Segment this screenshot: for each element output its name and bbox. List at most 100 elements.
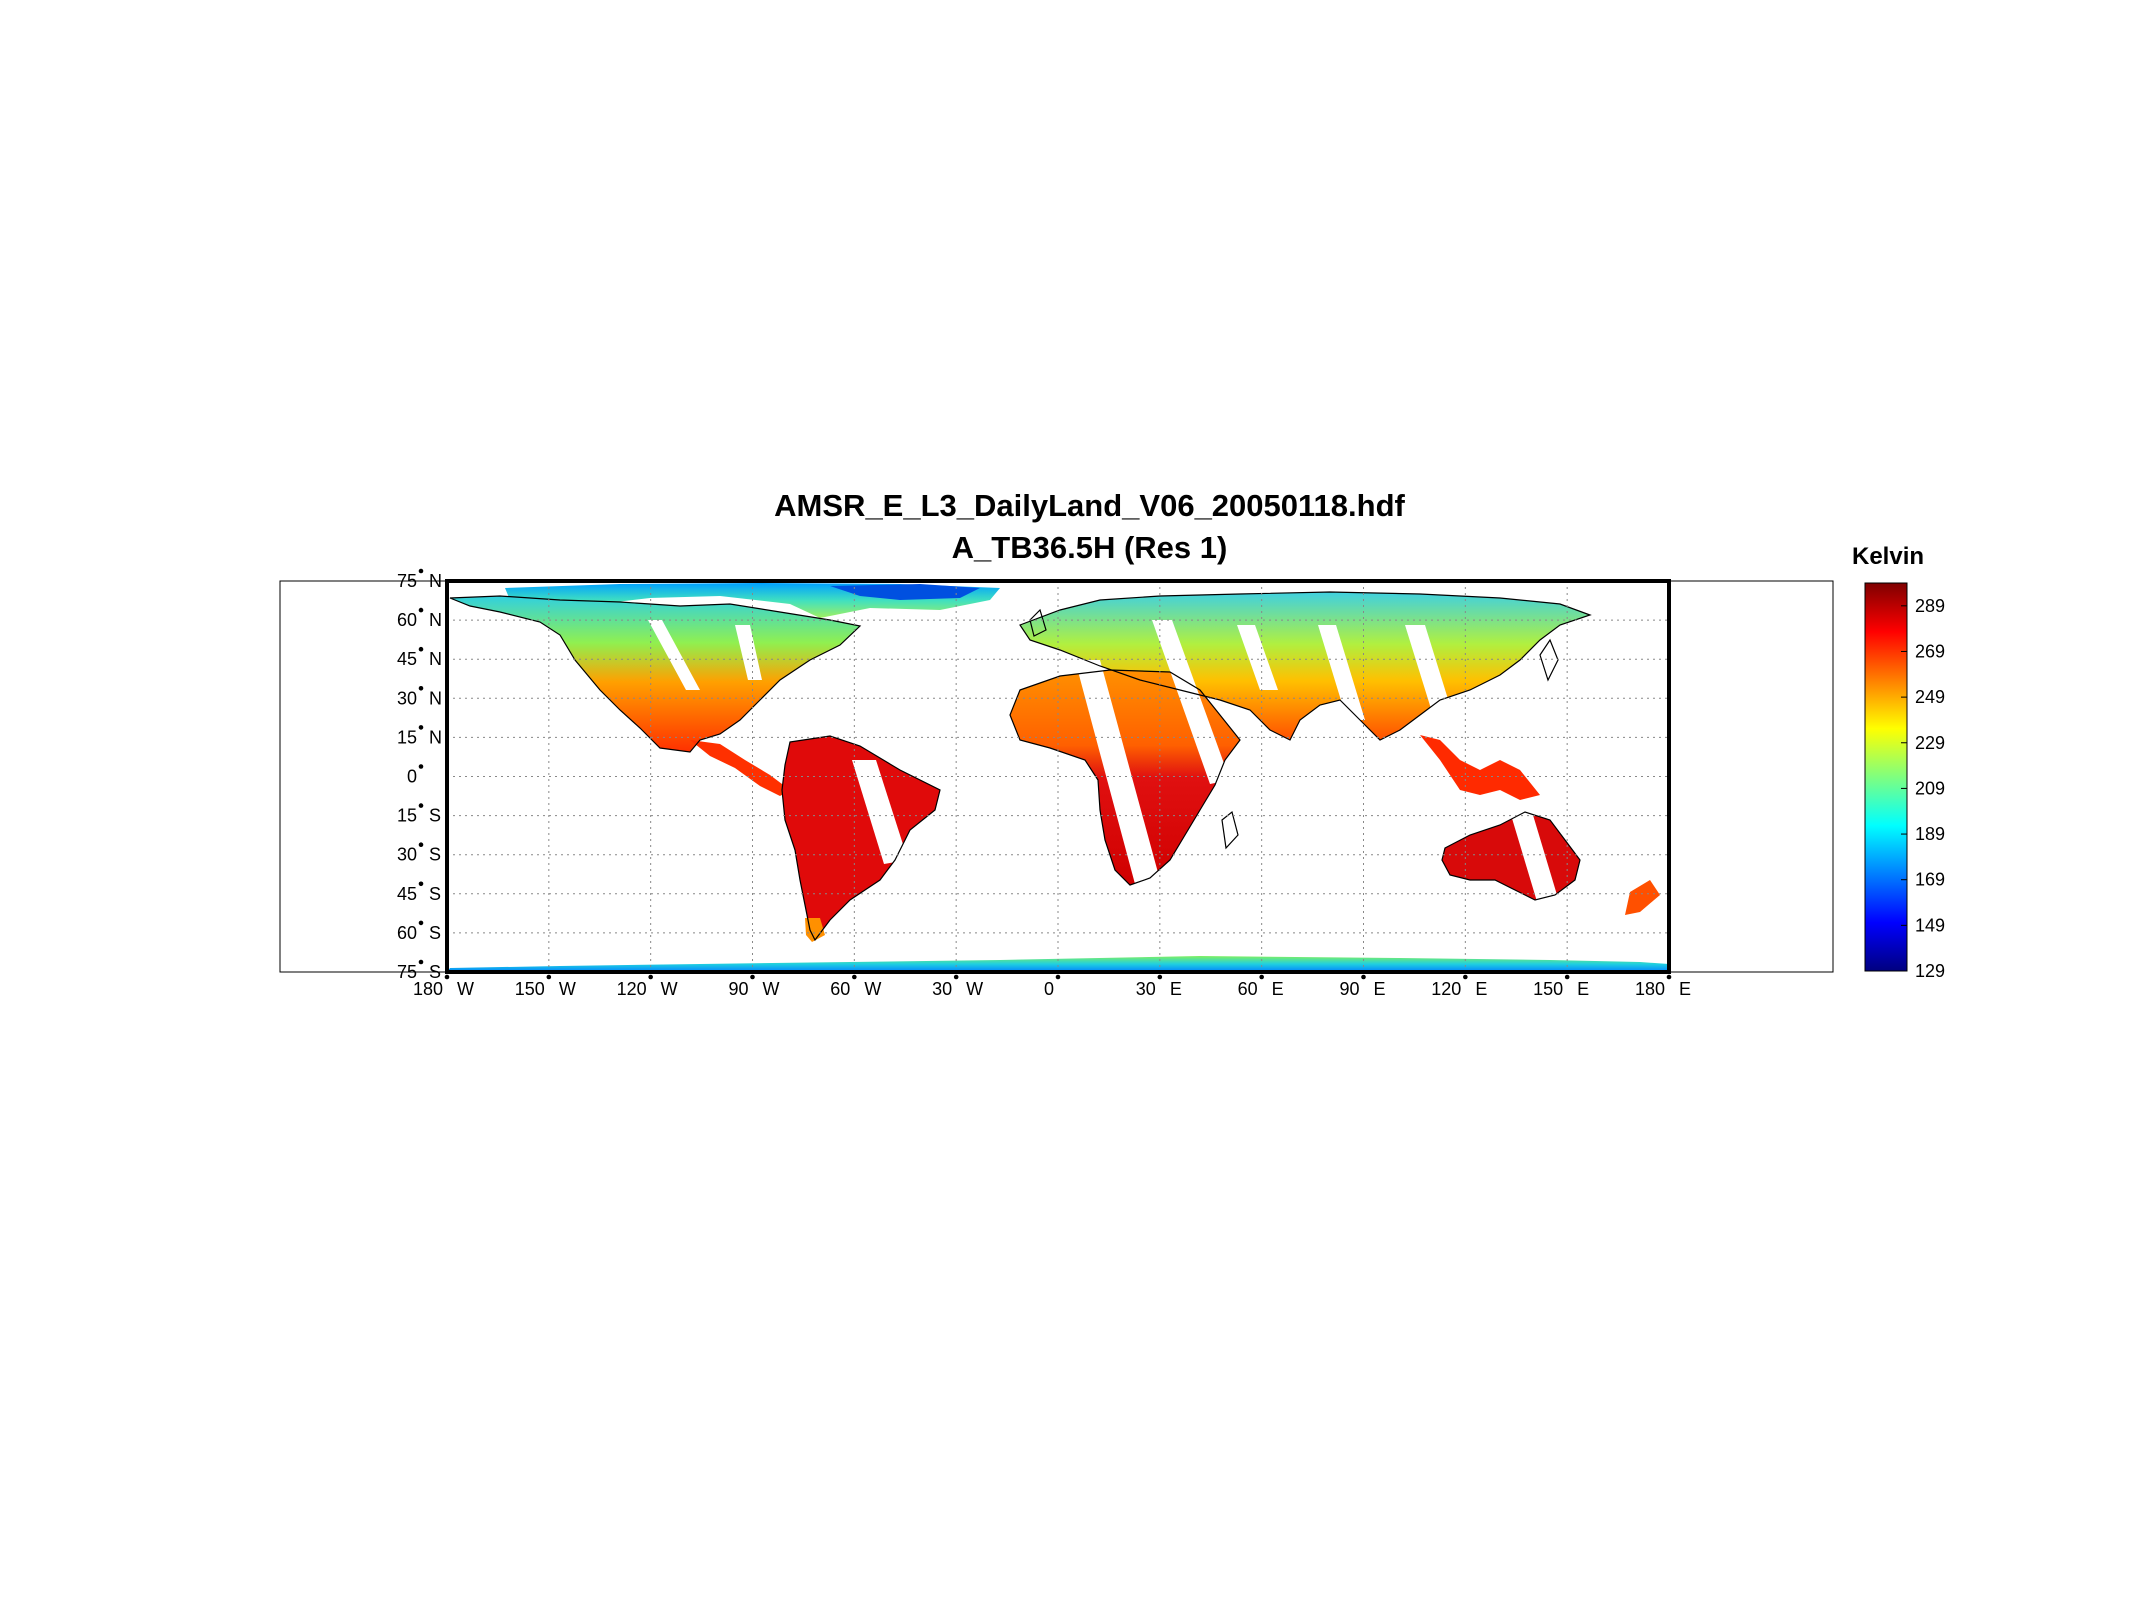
coast-eurasia	[1019, 591, 1592, 741]
colorbar-tick-label: 209	[1915, 778, 1945, 798]
lat-hemisphere-label: N	[429, 688, 442, 708]
lat-hemisphere-label: S	[429, 845, 441, 865]
colorbar-tick-label: 249	[1915, 687, 1945, 707]
degree-mark	[1564, 974, 1570, 980]
degree-mark	[1666, 974, 1672, 980]
lon-hemisphere-label: W	[966, 979, 983, 999]
lon-hemisphere-label: E	[1374, 979, 1386, 999]
south-america	[782, 736, 940, 940]
degree-mark	[1361, 974, 1366, 980]
coast-africa	[1009, 669, 1241, 886]
lat-tick-label: 15	[397, 806, 417, 826]
lon-tick-label: 120	[1431, 979, 1461, 999]
lat-hemisphere-label: S	[429, 884, 441, 904]
degree-mark	[418, 725, 424, 730]
lon-hemisphere-label: E	[1475, 979, 1487, 999]
map-subtitle: A_TB36.5H (Res 1)	[951, 530, 1228, 565]
colorbar-tick-label: 289	[1915, 596, 1945, 616]
degree-mark	[418, 568, 424, 574]
coast-uk	[1029, 608, 1047, 637]
degree-mark	[444, 974, 450, 980]
swath-gap-1	[648, 620, 700, 690]
new-zealand	[1625, 880, 1660, 915]
map-frame	[445, 579, 1671, 974]
lon-tick-label: 180	[1635, 979, 1665, 999]
coast-madagascar	[1221, 810, 1239, 850]
lon-tick-label: 90	[728, 979, 748, 999]
map-gridlines	[447, 581, 1669, 972]
lat-tick-label: 75	[397, 962, 417, 982]
lon-tick-label: 150	[515, 979, 545, 999]
lon-tick-label: 30	[932, 979, 952, 999]
lon-tick-label: 30	[1136, 979, 1156, 999]
lon-hemisphere-label: W	[457, 979, 474, 999]
degree-mark	[750, 974, 755, 980]
patagonia-tip	[805, 918, 825, 942]
coast-australia	[1441, 811, 1581, 901]
colorbar-tick-label: 129	[1915, 961, 1945, 981]
colorbar: 289 269 249 229 209 189 169 149 129	[1864, 582, 1945, 981]
degree-mark	[1463, 974, 1468, 980]
swath-gap-6	[1237, 625, 1278, 690]
lat-hemisphere-label: N	[429, 610, 442, 630]
degree-mark	[418, 920, 424, 926]
lat-hemisphere-label: N	[429, 571, 442, 591]
degree-mark	[418, 881, 424, 887]
north-america	[450, 596, 860, 752]
degree-mark	[418, 842, 424, 847]
degree-mark	[648, 974, 653, 980]
swath-gap-3	[852, 760, 908, 864]
degree-mark	[418, 959, 424, 965]
central-america	[690, 740, 790, 796]
lon-hemisphere-label: W	[763, 979, 780, 999]
swath-gaps	[648, 620, 1560, 905]
degree-mark	[418, 686, 424, 691]
coast-south-america	[781, 735, 941, 942]
degree-mark	[953, 974, 959, 980]
colorbar-tick-label: 169	[1915, 870, 1945, 890]
colorbar-tick-label: 229	[1915, 733, 1945, 753]
coastlines	[449, 591, 1592, 942]
lat-tick-label: 75	[397, 571, 417, 591]
greenland-core	[830, 584, 980, 600]
lon-tick-label: 180	[413, 979, 443, 999]
lat-tick-label: 45	[397, 649, 417, 669]
degree-mark	[418, 764, 424, 769]
lat-tick-label: 45	[397, 884, 417, 904]
lat-tick-label: 30	[397, 688, 417, 708]
colorbar-tick-label: 149	[1915, 915, 1945, 935]
swath-gap-4	[1075, 660, 1160, 884]
coast-japan	[1539, 638, 1559, 682]
longitude-tick-labels: 180 W 150 W 120 W 90 W 60 W 30 W 0 30 E 60 E 90 E 120 E 150 E 1…	[413, 974, 1691, 999]
lon-tick-label: 120	[617, 979, 647, 999]
degree-mark	[418, 607, 424, 613]
lon-hemisphere-label: W	[559, 979, 576, 999]
colorbar-tick-label: 189	[1915, 824, 1945, 844]
lon-hemisphere-label: E	[1577, 979, 1589, 999]
lat-hemisphere-label: S	[429, 806, 441, 826]
southeast-asia	[1400, 730, 1540, 800]
colorbar-label: Kelvin	[1852, 543, 1925, 570]
lon-tick-label: 90	[1339, 979, 1359, 999]
degree-mark	[418, 646, 424, 652]
lon-hemisphere-label: E	[1679, 979, 1691, 999]
lat-tick-label: 0	[407, 767, 417, 787]
colorbar-ticks: 289 269 249 229 209 189 169 149 129	[1901, 596, 1945, 981]
degree-mark	[546, 974, 552, 980]
degree-mark	[1157, 974, 1163, 980]
lat-tick-label: 15	[397, 727, 417, 747]
lon-tick-label: 150	[1533, 979, 1563, 999]
lon-hemisphere-label: W	[661, 979, 678, 999]
colorbar-gradient	[1864, 582, 1908, 972]
lon-hemisphere-label: E	[1170, 979, 1182, 999]
lat-tick-label: 30	[397, 845, 417, 865]
lon-tick-label: 0	[1044, 979, 1054, 999]
lat-hemisphere-label: S	[429, 962, 441, 982]
degree-mark	[852, 974, 857, 980]
degree-mark	[418, 803, 424, 808]
coast-north-america	[449, 595, 862, 753]
lat-hemisphere-label: N	[429, 649, 442, 669]
map-title: AMSR_E_L3_DailyLand_V06_20050118.hdf	[774, 488, 1405, 523]
